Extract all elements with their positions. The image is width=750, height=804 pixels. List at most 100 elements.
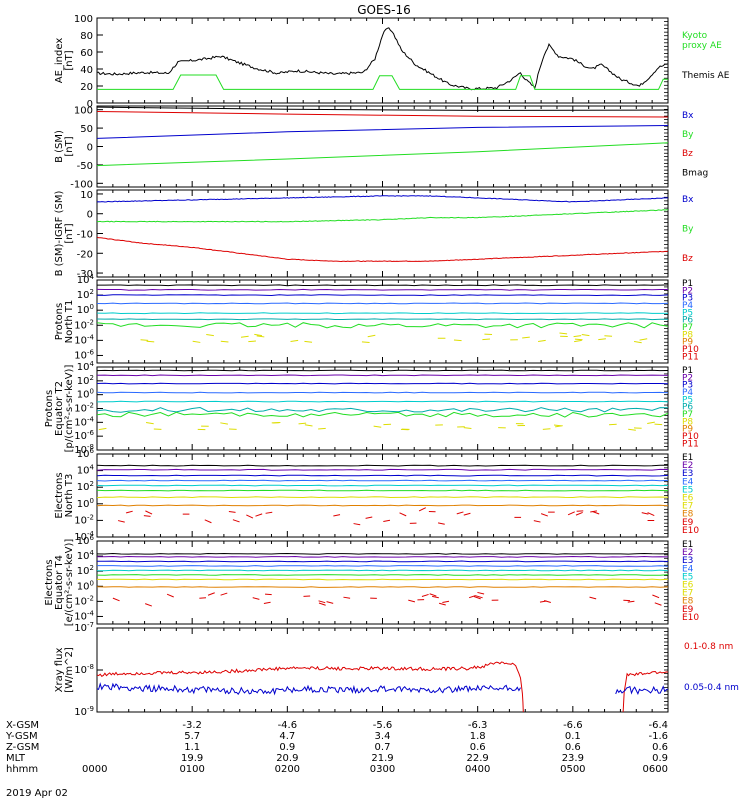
level-line (97, 285, 668, 286)
level-line (97, 587, 668, 588)
ephemeris-value: 5.7 (184, 731, 200, 742)
level-dash (442, 601, 449, 602)
panel-data (97, 107, 668, 166)
legend-entry: 0.05-0.4 nm (684, 683, 739, 693)
panel-data (97, 662, 668, 725)
y-axis-label: [e/(cm²-s-sr-keV)] (64, 539, 75, 627)
ephemeris-value: 1.1 (184, 742, 200, 753)
y-tick-label: -100 (70, 179, 93, 190)
plot-title: GOES-16 (357, 3, 411, 17)
y-tick-label: 102 (77, 480, 94, 493)
legend-entry: Kyoto (682, 31, 708, 41)
y-tick-label: 10-4 (74, 333, 94, 346)
ephemeris-row-label: Y-GSM (5, 731, 38, 742)
level-dash (167, 594, 174, 597)
y-tick-label: 10-2 (74, 594, 94, 607)
level-dash (248, 341, 256, 342)
level-dash (304, 341, 312, 342)
y-axis-label: [W/m^2] (64, 647, 75, 693)
level-line (97, 490, 668, 491)
series-line (97, 126, 668, 139)
level-dash (229, 512, 236, 513)
level-dash (574, 336, 582, 337)
level-line (97, 392, 668, 393)
ephemeris-value: 20.9 (276, 753, 298, 764)
level-dash (145, 511, 152, 514)
y-tick-label: 0 (87, 143, 93, 154)
level-dash (144, 516, 151, 517)
level-dash (439, 603, 446, 605)
series-line (97, 196, 668, 202)
level-dash (354, 524, 361, 525)
level-dash (640, 339, 648, 340)
panel-data (97, 465, 668, 525)
level-dash (221, 593, 228, 595)
ephemeris-value: 0.9 (279, 742, 295, 753)
ephemeris-value: 0.7 (375, 742, 391, 753)
level-dash (655, 603, 662, 605)
y-tick-label: 10-6 (74, 429, 94, 442)
level-line (97, 497, 668, 498)
legend-entry: proxy AE (682, 41, 722, 51)
level-line (97, 319, 668, 320)
level-dash (146, 423, 154, 424)
level-dash (246, 515, 253, 518)
ephemeris-value: 0.6 (565, 742, 581, 753)
series-line (97, 662, 524, 725)
level-line (97, 323, 668, 328)
ephemeris-value: 1.8 (470, 731, 486, 742)
legend-entry: Bz (682, 149, 693, 159)
level-dash (319, 601, 326, 603)
level-dash (438, 523, 445, 524)
y-tick-label: 40 (80, 65, 93, 76)
level-dash (208, 593, 215, 595)
panel-data (97, 196, 668, 262)
y-tick-label: 10-2 (74, 318, 94, 331)
series-line (616, 687, 668, 694)
legend-entry: 0.1-0.8 nm (684, 642, 733, 652)
level-line (97, 412, 668, 417)
level-dash (482, 339, 490, 340)
level-dash (113, 598, 120, 601)
ephemeris-row-label: X-GSM (6, 720, 39, 731)
ephemeris-value: 0000 (82, 764, 107, 775)
y-tick-label: 100 (74, 14, 93, 25)
level-dash (432, 596, 439, 597)
level-line (97, 475, 668, 476)
y-tick-label: 104 (77, 360, 95, 373)
level-dash (319, 603, 326, 605)
panel-data (97, 554, 668, 607)
y-tick-label: 0 (87, 210, 93, 221)
y-tick-label: 102 (77, 564, 94, 577)
series-line (97, 112, 668, 118)
y-tick-label: 80 (80, 31, 93, 42)
ephemeris-value: 22.9 (467, 753, 489, 764)
level-dash (333, 515, 340, 516)
level-dash (383, 520, 390, 521)
level-dash (343, 597, 350, 598)
ephemeris-value: 0.6 (652, 742, 668, 753)
legend-entry: P11 (682, 439, 699, 449)
series-line (97, 210, 668, 222)
level-dash (430, 594, 437, 596)
level-dash (299, 423, 307, 424)
legend-entry: Bmag (682, 168, 708, 178)
level-dash (568, 512, 575, 515)
ephemeris-row-label: Z-GSM (6, 742, 39, 753)
legend-entry: Bx (682, 195, 694, 205)
level-dash (145, 604, 152, 606)
level-dash (126, 511, 133, 513)
level-dash (576, 512, 583, 515)
level-line (97, 408, 668, 413)
ephemeris-value: 0400 (465, 764, 490, 775)
level-line (97, 480, 668, 481)
level-dash (220, 423, 228, 424)
level-dash (400, 513, 407, 516)
ephemeris-value: -6.3 (468, 720, 488, 731)
ephemeris-value: 0200 (275, 764, 300, 775)
ephemeris-value: 0300 (370, 764, 395, 775)
